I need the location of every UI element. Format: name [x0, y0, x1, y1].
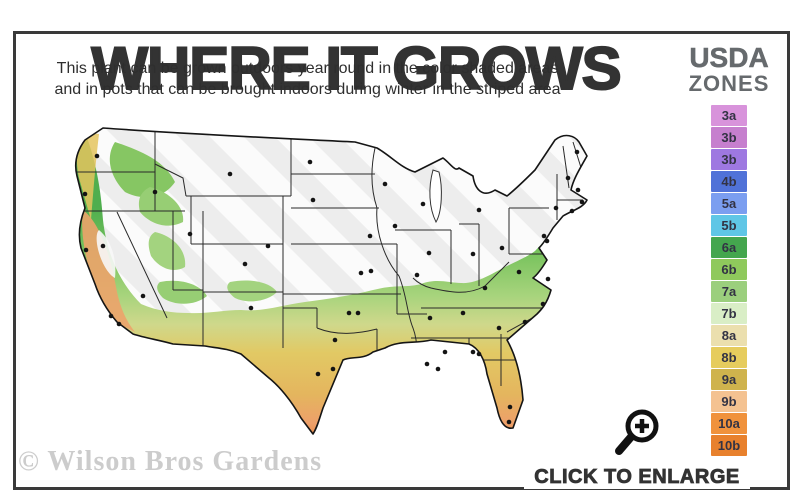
city-dot [482, 285, 488, 291]
subtitle-line-1: This plant can be grown outdoors year ro… [56, 60, 559, 77]
cascades-green-patch [109, 142, 175, 198]
zone-chip-4b: 4b [711, 171, 747, 192]
page-title: WHERE IT GROWS [77, 34, 635, 104]
city-dot [83, 247, 89, 253]
zone-chip-9a: 9a [711, 369, 747, 390]
city-dot [414, 272, 420, 278]
city-dot [522, 319, 528, 325]
lake-michigan [429, 169, 442, 224]
city-dot [368, 268, 374, 274]
city-dot [496, 325, 502, 331]
zone-chip-10b: 10b [711, 435, 747, 456]
city-dot [476, 351, 482, 357]
city-dot [470, 349, 476, 355]
city-dot [330, 366, 336, 372]
city-dot [346, 310, 352, 316]
legend-heading-usda: USDA [689, 42, 769, 73]
city-dot [382, 181, 388, 187]
watermark: © Wilson Bros Gardens [18, 446, 323, 477]
zone-chip-8a: 8a [711, 325, 747, 346]
zone-chip-6b: 6b [711, 259, 747, 280]
city-dot [506, 419, 512, 425]
city-dots-group [82, 149, 585, 425]
city-dot [82, 191, 88, 197]
zone-chip-3b: 3b [711, 149, 747, 170]
zone-chip-5a: 5a [711, 193, 747, 214]
city-dot [540, 301, 546, 307]
city-dot [579, 199, 585, 205]
city-dot [424, 361, 430, 367]
magnifier-plus-icon[interactable] [611, 406, 663, 462]
border-frame [13, 31, 790, 490]
nevada-utah-green-patch [148, 232, 186, 270]
city-dot [553, 205, 559, 211]
zone-chip-list: 3a 3b 3b 4b 5a 5b 6a 6b 7a 7b 8a 8b 9a 9b 10a 10b [683, 105, 775, 457]
city-dot [332, 337, 338, 343]
zone-chip-5b: 5b [711, 215, 747, 236]
subtitle: This plant can be grown outdoors year ro… [45, 58, 570, 100]
city-dot [108, 313, 114, 319]
city-dot [355, 310, 361, 316]
city-dot [100, 243, 106, 249]
city-dot [265, 243, 271, 249]
city-dot [470, 251, 476, 257]
city-dot [116, 321, 122, 327]
city-dot [565, 175, 571, 181]
city-dot [140, 293, 146, 299]
zone-chip-7b: 7b [711, 303, 747, 324]
city-dot [358, 270, 364, 276]
city-dot [152, 189, 158, 195]
click-to-enlarge[interactable]: CLICK TO ENLARGE [524, 406, 750, 489]
city-dot [187, 231, 193, 237]
zone-chip-9b: 9b [711, 391, 747, 412]
zone-chip-6a: 6a [711, 237, 747, 258]
city-dot [574, 149, 580, 155]
city-dot [248, 305, 254, 311]
city-dot [575, 187, 581, 193]
idaho-green-patch [138, 187, 184, 226]
city-dot [367, 233, 373, 239]
arizona-green-patch [157, 280, 207, 304]
zone-chip-8b: 8b [711, 347, 747, 368]
city-dot [310, 197, 316, 203]
city-dot [544, 238, 550, 244]
city-dot [420, 201, 426, 207]
zone-chip-7a: 7a [711, 281, 747, 302]
us-outline [74, 127, 588, 435]
city-dot [427, 315, 433, 321]
city-dot [541, 233, 547, 239]
zone-chip-10a: 10a [711, 413, 747, 434]
city-dot [242, 261, 248, 267]
city-dot [507, 404, 513, 410]
city-dot [307, 159, 313, 165]
city-dot [476, 207, 482, 213]
city-dot [460, 310, 466, 316]
us-hardiness-zone-map [74, 127, 588, 435]
city-dot [569, 208, 575, 214]
city-dot [227, 171, 233, 177]
pnw-coast-yellow-patch [76, 132, 99, 220]
city-dot [426, 250, 432, 256]
city-dot [499, 245, 505, 251]
zone-chip-3a: 3a [711, 105, 747, 126]
city-dot [435, 366, 441, 372]
city-dot [94, 153, 100, 159]
city-dot [442, 349, 448, 355]
city-dot [392, 223, 398, 229]
new-mexico-green-patch [227, 280, 277, 302]
legend-heading-zones: ZONES [688, 71, 770, 96]
sierra-white-patch [96, 230, 116, 278]
city-dot [545, 276, 551, 282]
zone-chip-3b: 3b [711, 127, 747, 148]
city-dot [516, 269, 522, 275]
subtitle-line-2: and in pots that can be brought indoors … [54, 81, 561, 98]
usda-zones-legend: USDA ZONES 3a 3b 3b 4b 5a 5b 6a 6b 7a 7b 8a 8b 9a 9b 1… [683, 42, 775, 457]
city-dot [315, 371, 321, 377]
click-to-enlarge-label[interactable]: CLICK TO ENLARGE [524, 466, 750, 489]
